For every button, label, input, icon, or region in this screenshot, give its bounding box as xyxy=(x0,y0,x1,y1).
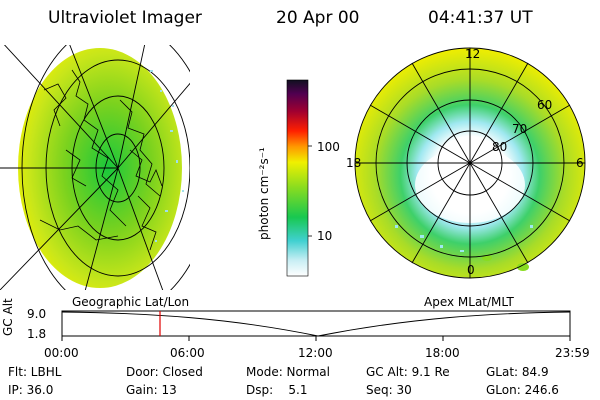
status-ip: IP: 36.0 xyxy=(8,383,54,397)
timeline-y-top: 9.0 xyxy=(27,307,47,321)
mlat-label-70: 70 xyxy=(512,122,528,136)
status-mode: Mode: Normal xyxy=(246,365,330,379)
timeline-x-tick-0000: 00:00 xyxy=(44,346,79,360)
lat-lon-grid xyxy=(0,45,190,290)
status-glon: GLon: 246.6 xyxy=(486,383,559,397)
date-label: 20 Apr 00 xyxy=(276,8,360,28)
status-gc-alt: GC Alt: 9.1 Re xyxy=(366,365,450,379)
instrument-title: Ultraviolet Imager xyxy=(48,8,202,28)
mlat-label-60: 60 xyxy=(537,98,553,112)
altitude-curve xyxy=(61,311,571,337)
timeline-x-tick-2359: 23:59 xyxy=(555,346,590,360)
color-bar xyxy=(286,79,312,277)
mlt-label-12: 12 xyxy=(465,47,481,61)
colorbar-label-10: 10 xyxy=(317,229,333,243)
timeline-x-tick-1800: 18:00 xyxy=(425,346,460,360)
timeline-x-tick-0600: 06:00 xyxy=(170,346,205,360)
polar-grid xyxy=(354,47,586,279)
geographic-image xyxy=(0,45,190,290)
timeline-axis-label: GC Alt xyxy=(1,298,15,336)
green-spot xyxy=(482,255,492,261)
time-label: 04:41:37 UT xyxy=(428,8,533,28)
mlt-label-0: 0 xyxy=(467,263,475,277)
dayglow-scatter xyxy=(150,70,184,242)
mlt-label-6: 6 xyxy=(576,156,584,170)
status-dsp: Dsp: 5.1 xyxy=(246,383,308,397)
mlt-label-18: 18 xyxy=(346,156,362,170)
status-gain: Gain: 13 xyxy=(126,383,177,397)
status-glat: GLat: 84.9 xyxy=(486,365,549,379)
status-filter: Flt: LBHL xyxy=(8,365,62,379)
timeline-x-tick-1200: 12:00 xyxy=(298,346,333,360)
timeline-y-bottom: 1.8 xyxy=(27,327,47,341)
polar-plot xyxy=(354,47,586,279)
timeline-right-caption: Apex MLat/MLT xyxy=(424,295,514,309)
mlat-label-80: 80 xyxy=(492,140,508,154)
colorbar-label-100: 100 xyxy=(317,140,340,154)
status-seq: Seq: 30 xyxy=(366,383,412,397)
status-door: Door: Closed xyxy=(126,365,203,379)
timeline-left-caption: Geographic Lat/Lon xyxy=(72,295,190,309)
colorbar-unit-label: photon cm⁻²s⁻¹ xyxy=(257,147,271,240)
altitude-timeline xyxy=(61,310,571,341)
green-spot xyxy=(517,263,529,271)
